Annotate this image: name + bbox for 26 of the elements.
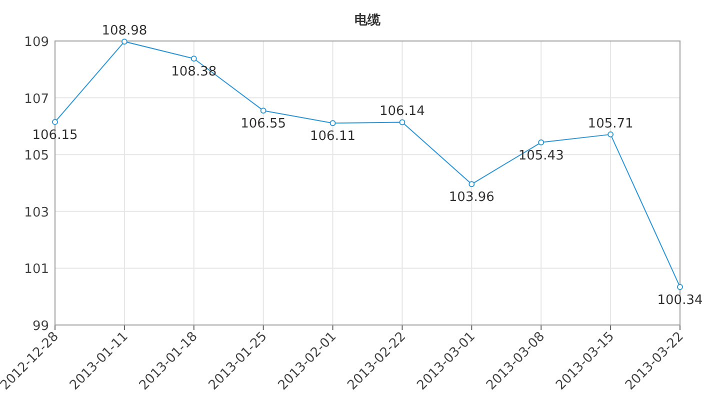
point <box>677 284 683 290</box>
data-label: 108.98 <box>102 24 148 39</box>
data-label: 106.14 <box>379 104 425 120</box>
y-tick-label: 107 <box>24 92 49 107</box>
data-label: 106.15 <box>32 128 78 143</box>
point <box>538 139 544 146</box>
y-tick-label: 103 <box>24 205 49 220</box>
y-tick-label: 101 <box>24 262 49 278</box>
y-tick-label: 109 <box>24 35 49 50</box>
data-label: 103.96 <box>448 190 494 206</box>
point <box>52 118 58 125</box>
data-label: 105.43 <box>518 148 564 164</box>
point <box>190 56 197 62</box>
point <box>608 131 614 138</box>
point <box>468 181 475 188</box>
point <box>260 108 266 114</box>
point <box>330 120 336 126</box>
data-label: 106.11 <box>310 129 356 144</box>
point <box>399 119 406 126</box>
data-label: 105.71 <box>588 116 634 132</box>
data-label: 106.55 <box>240 116 286 132</box>
y-tick-label: 99 <box>32 319 49 334</box>
chart-title: 电缆 <box>354 13 382 28</box>
data-label: 100.34 <box>657 292 703 308</box>
y-tick-label: 105 <box>24 148 49 164</box>
point <box>121 38 128 45</box>
